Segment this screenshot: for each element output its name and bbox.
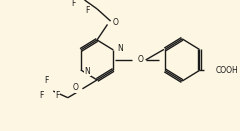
Text: O: O — [72, 83, 78, 92]
Text: COOH: COOH — [216, 66, 239, 75]
Text: O: O — [113, 18, 119, 27]
Text: F: F — [39, 91, 44, 100]
Text: N: N — [84, 67, 90, 76]
Text: F: F — [55, 91, 60, 100]
Text: F: F — [45, 77, 49, 86]
Text: F: F — [71, 0, 75, 8]
Text: N: N — [117, 44, 123, 53]
Text: O: O — [138, 55, 143, 64]
Text: F: F — [86, 6, 90, 15]
